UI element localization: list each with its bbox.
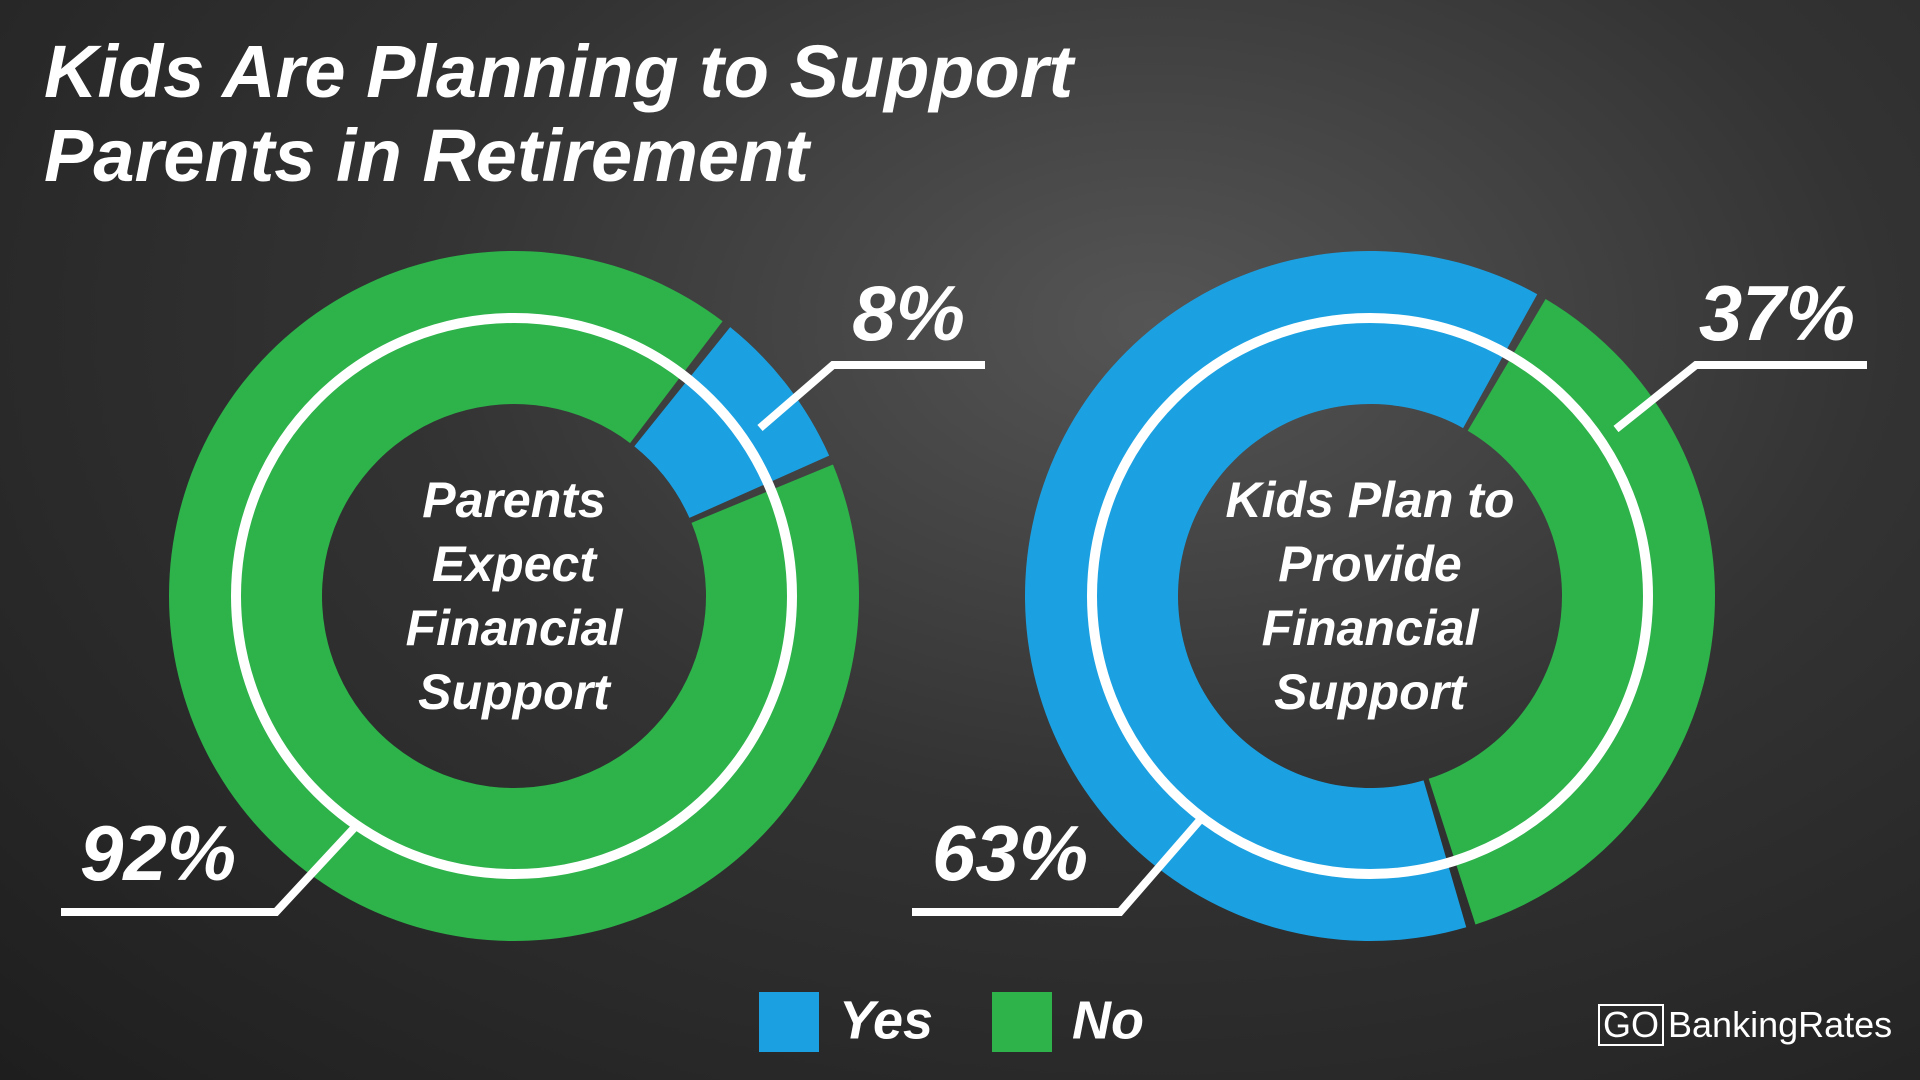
value-label: 37% bbox=[1699, 269, 1855, 357]
leader-line bbox=[61, 824, 358, 916]
value-label: 92% bbox=[80, 809, 236, 897]
brand-logo: GO BankingRates bbox=[1598, 1004, 1892, 1046]
donut-segment bbox=[169, 250, 859, 941]
ring-divider bbox=[231, 313, 797, 879]
legend-swatch bbox=[759, 992, 819, 1052]
chart-title: Kids Are Planning to Support Parents in … bbox=[44, 30, 1074, 197]
leader-line bbox=[1613, 361, 1867, 433]
brand-prefix: GO bbox=[1598, 1004, 1665, 1046]
legend-swatch bbox=[992, 992, 1052, 1052]
value-label: 63% bbox=[932, 809, 1088, 897]
legend-label: No bbox=[1072, 990, 1144, 1050]
ring-divider bbox=[1087, 313, 1653, 879]
leader-line bbox=[757, 361, 985, 432]
brand-name: BankingRates bbox=[1668, 1004, 1893, 1045]
donut-segment bbox=[1428, 299, 1715, 925]
donut-label: Kids Plan to Provide Financial Support bbox=[1225, 472, 1515, 720]
value-label: 8% bbox=[852, 269, 965, 357]
donut-label: Parents Expect Financial Support bbox=[405, 472, 623, 720]
leader-line bbox=[912, 817, 1204, 916]
legend-label: Yes bbox=[839, 990, 933, 1050]
